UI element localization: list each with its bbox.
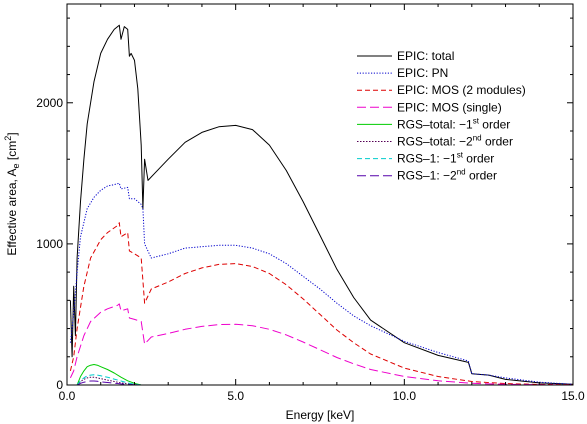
- series-line-6: [76, 376, 142, 386]
- legend-label-5: RGS–total: −1st order: [397, 116, 510, 131]
- series-line-7: [76, 374, 142, 386]
- series-line-5: [76, 364, 142, 386]
- series-line-2: [69, 182, 574, 385]
- legend-label-1: EPIC: total: [397, 49, 454, 63]
- series-line-1: [69, 24, 574, 385]
- legend-label-2: EPIC: PN: [397, 66, 448, 80]
- series-line-4: [69, 303, 574, 386]
- x-axis-label: Energy [keV]: [286, 408, 355, 422]
- legend-label-7: RGS–1: −1st order: [397, 151, 494, 166]
- series-line-8: [76, 380, 142, 386]
- series-line-3: [69, 222, 574, 386]
- y-axis-label: Effective area, Ae [cm2]: [3, 132, 21, 255]
- legend-label-4: EPIC: MOS (single): [397, 100, 502, 114]
- plot-frame: [66, 3, 574, 386]
- x-tick-label: 0.0: [59, 389, 76, 403]
- legend-label-8: RGS–1: −2nd order: [397, 168, 497, 183]
- axis-ticks: [66, 4, 574, 386]
- series-lines: [69, 24, 574, 386]
- y-tick-label: 0: [56, 378, 63, 392]
- legend-label-6: RGS–total: −2nd order: [397, 134, 513, 149]
- legend: EPIC: total EPIC: PN EPIC: MOS (2 modules)…: [357, 49, 526, 183]
- x-tick-label: 5.0: [227, 389, 244, 403]
- axis-tick-labels: 0.0 5.0 10.0 15.0 0 1000 2000: [36, 96, 585, 403]
- x-tick-label: 10.0: [393, 389, 417, 403]
- y-tick-label: 1000: [36, 237, 63, 251]
- y-tick-label: 2000: [36, 96, 63, 110]
- x-tick-label: 15.0: [561, 389, 585, 403]
- legend-label-3: EPIC: MOS (2 modules): [397, 83, 526, 97]
